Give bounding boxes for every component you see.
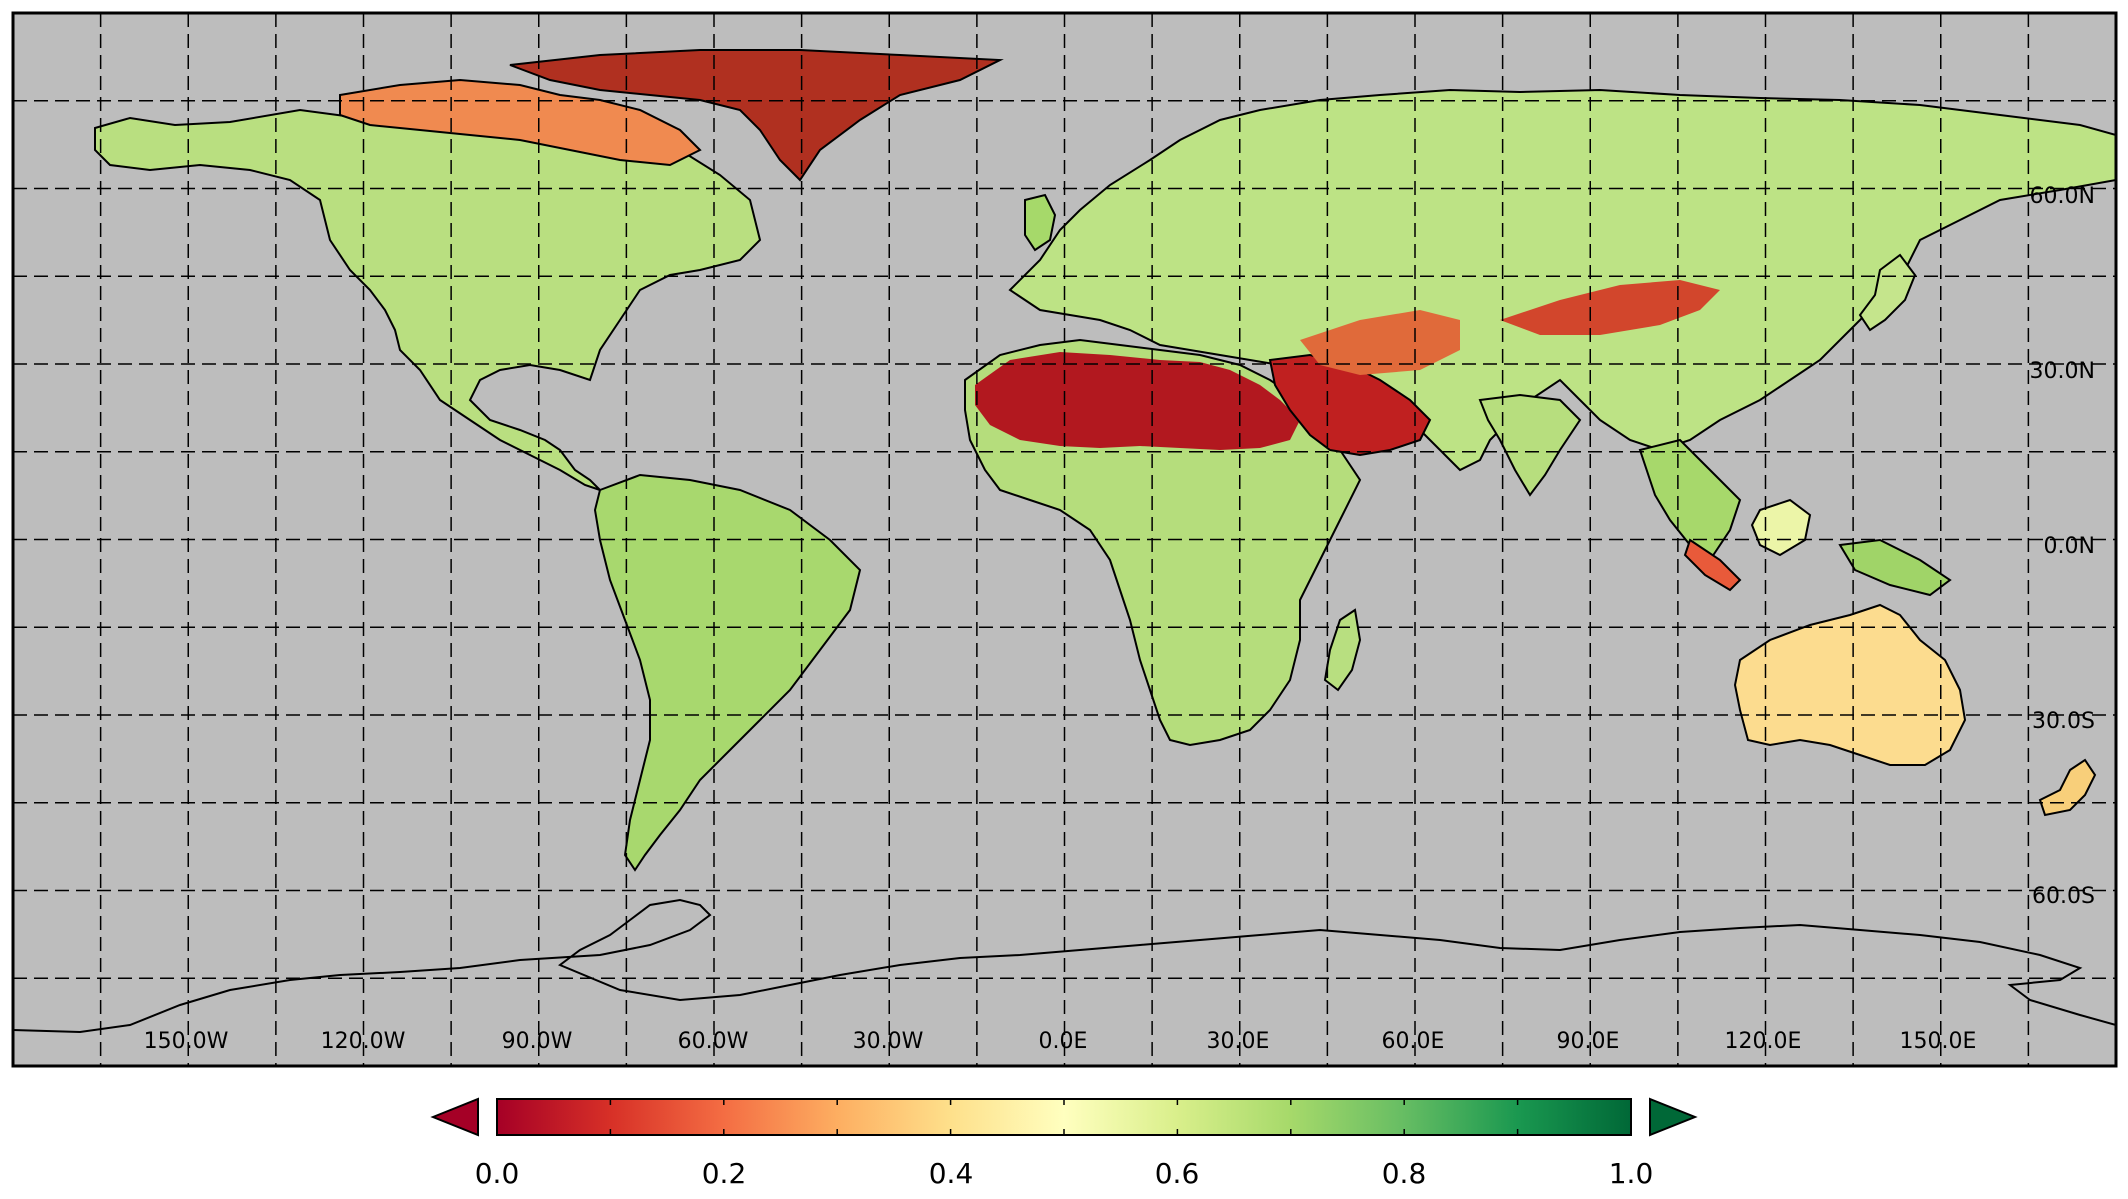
land-japan bbox=[1858, 253, 1917, 332]
colorbar-extend-high bbox=[1649, 1097, 1698, 1137]
land-iran-dry bbox=[1300, 310, 1460, 375]
land-india bbox=[1478, 393, 1582, 497]
land-australia bbox=[1733, 603, 1967, 766]
colorbar-tick-label-4: 0.8 bbox=[1382, 1157, 1427, 1190]
land-south-america bbox=[593, 473, 862, 872]
lon-label-60e: 60.0E bbox=[1382, 1029, 1445, 1054]
lat-label-30n: 30.0N bbox=[2030, 359, 2095, 384]
land-sumatra bbox=[1683, 538, 1742, 592]
colorbar-tick-label-5: 1.0 bbox=[1609, 1157, 1654, 1190]
land-sahara bbox=[975, 352, 1300, 450]
land-greenland bbox=[509, 49, 1004, 182]
lon-label-150w: 150.0W bbox=[144, 1029, 229, 1054]
lon-label-30w: 30.0W bbox=[853, 1029, 924, 1054]
lat-label-60s: 60.0S bbox=[2032, 884, 2095, 909]
lon-label-0e: 0.0E bbox=[1039, 1029, 1088, 1054]
lon-label-90e: 90.0E bbox=[1557, 1029, 1620, 1054]
graticule bbox=[13, 13, 2116, 1066]
land-southeast-asia bbox=[1638, 438, 1742, 562]
land-antarctica-outline bbox=[13, 898, 2116, 1034]
land-new-zealand bbox=[2038, 758, 2097, 817]
land-borneo bbox=[1750, 498, 1812, 557]
lon-label-90w: 90.0W bbox=[502, 1029, 573, 1054]
colorbar-tick-label-1: 0.2 bbox=[702, 1157, 747, 1190]
lon-label-120e: 120.0E bbox=[1725, 1029, 1802, 1054]
lon-label-60w: 60.0W bbox=[678, 1029, 749, 1054]
land-central-asia-dry bbox=[1500, 280, 1720, 335]
lon-label-30e: 30.0E bbox=[1207, 1029, 1270, 1054]
colorbar-tick-label-0: 0.0 bbox=[475, 1157, 520, 1190]
colorbar: 0.0 0.2 0.4 0.6 0.8 1.0 bbox=[430, 1097, 1698, 1190]
land-arctic-islands bbox=[339, 78, 702, 167]
lon-label-150e: 150.0E bbox=[1900, 1029, 1977, 1054]
colorbar-extend-low bbox=[430, 1097, 479, 1137]
colorbar-tick-label-2: 0.4 bbox=[929, 1157, 974, 1190]
colorbar-tick-label-3: 0.6 bbox=[1155, 1157, 1200, 1190]
lat-label-30s: 30.0S bbox=[2032, 709, 2095, 734]
colorbar-ticks bbox=[609, 1099, 1519, 1135]
lat-label-0n: 0.0N bbox=[2044, 534, 2095, 559]
lat-label-60n: 60.0N bbox=[2030, 184, 2095, 209]
land-madagascar bbox=[1323, 608, 1362, 692]
map-frame bbox=[11, 11, 2118, 1068]
land-british-isles bbox=[1024, 193, 1057, 252]
lon-label-120w: 120.0W bbox=[321, 1029, 406, 1054]
